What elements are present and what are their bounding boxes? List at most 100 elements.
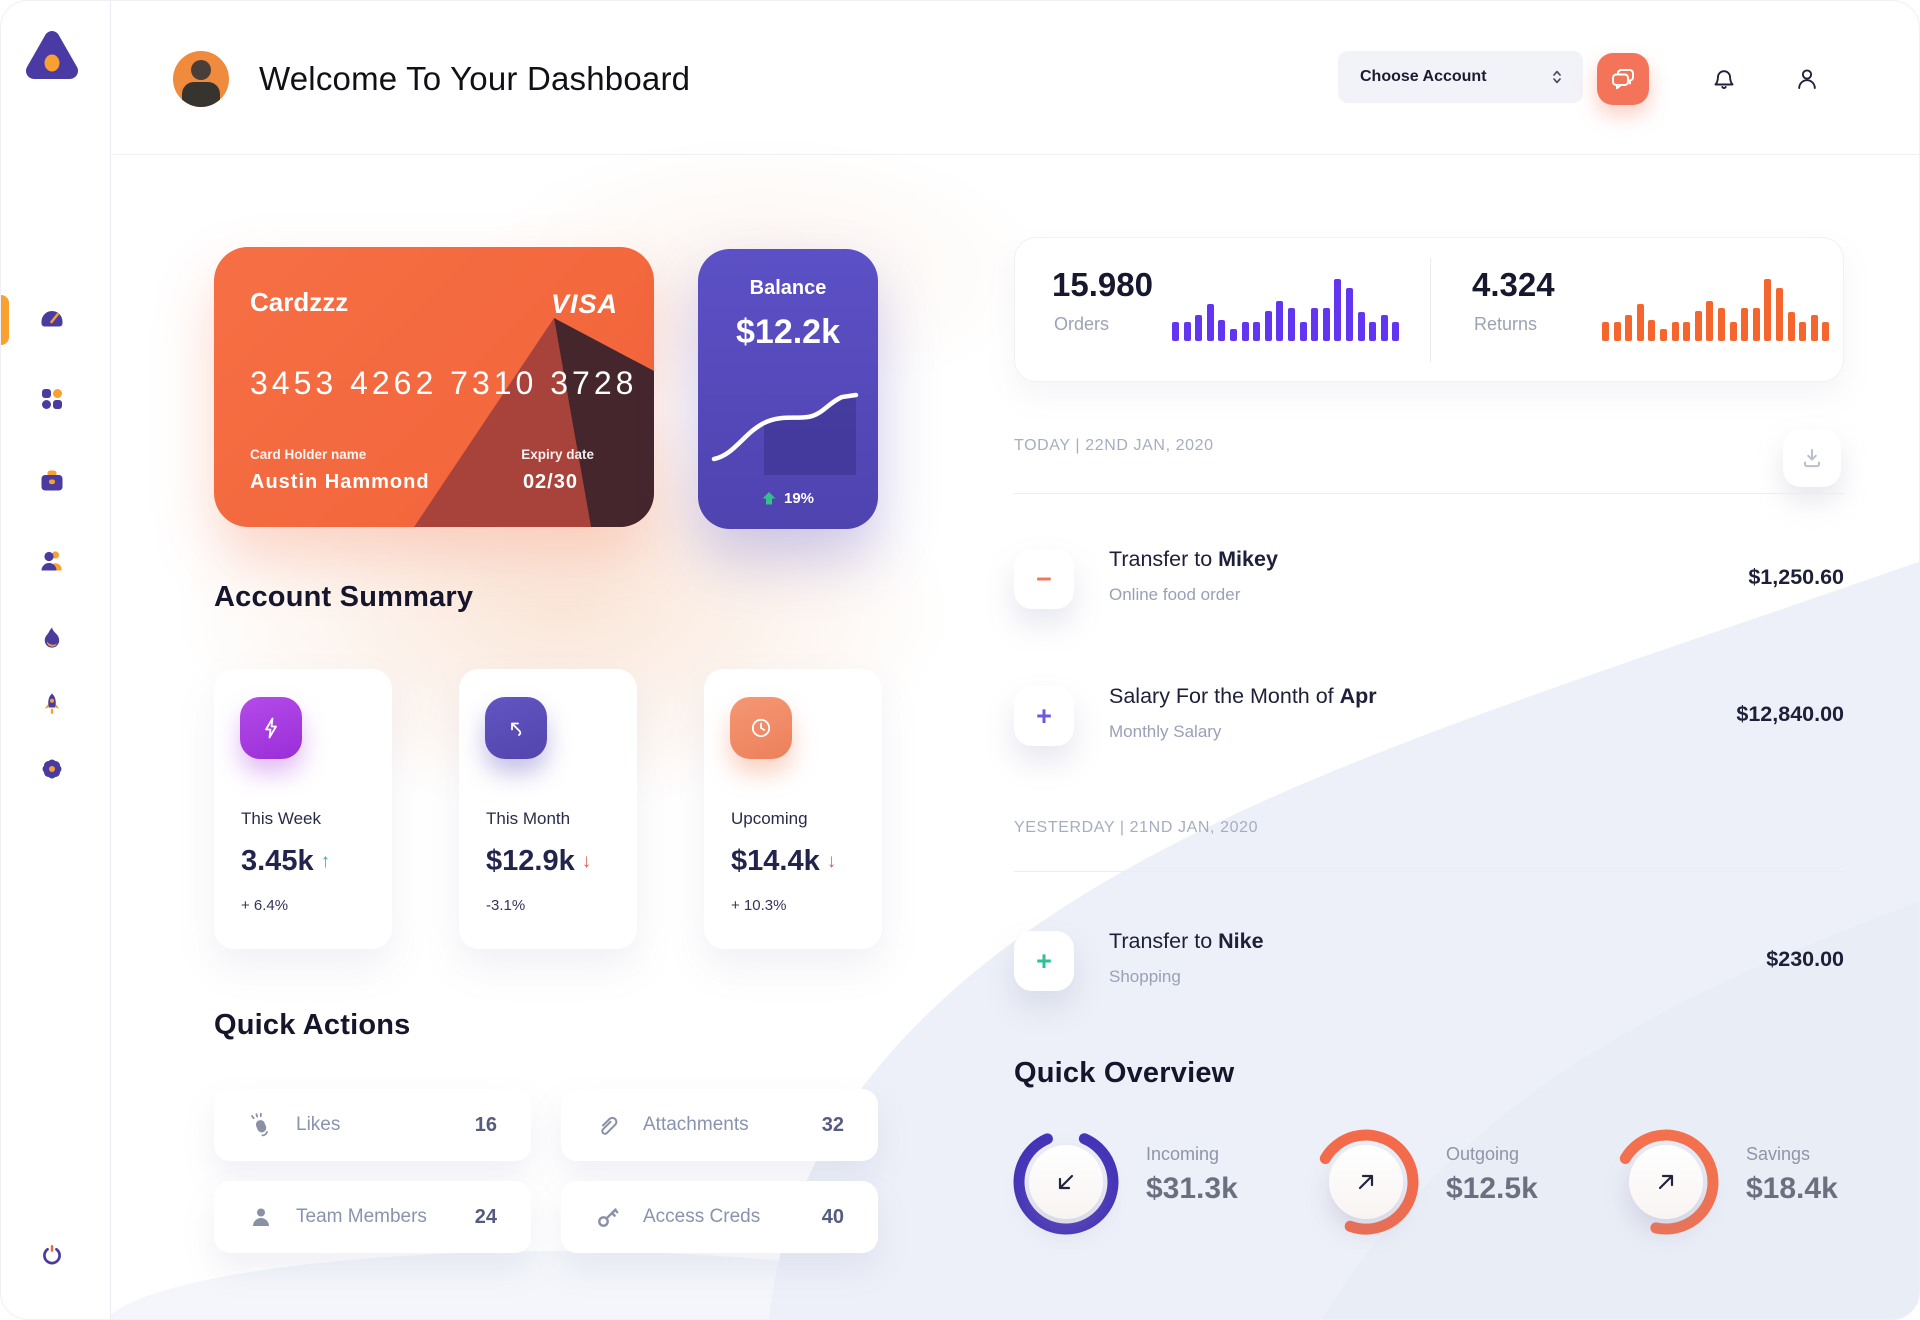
balance-sparkline [711, 392, 859, 475]
sidebar-item-trending[interactable] [38, 625, 66, 653]
account-selector[interactable]: Choose Account [1338, 51, 1583, 103]
trend-arrow-icon [511, 722, 522, 736]
profile-button[interactable] [1793, 65, 1821, 98]
settings-gear-icon [42, 759, 62, 779]
quick-action-count: 40 [821, 1205, 844, 1228]
summary-label: This Month [486, 809, 571, 828]
transaction-title: Transfer to Mikey [1109, 547, 1278, 571]
summary-card-this-month: This Month $12.9k ↓ -3.1% [459, 669, 637, 949]
flame-icon [44, 627, 60, 648]
savings-donut [1612, 1128, 1720, 1236]
trend-arrow-icon: ↑ [320, 850, 331, 872]
account-selector-label: Choose Account [1360, 68, 1487, 85]
transaction-title: Salary For the Month of Apr [1109, 684, 1377, 708]
returns-label: Returns [1474, 314, 1538, 334]
quick-action-likes[interactable]: Likes 16 [214, 1089, 531, 1161]
chat-bubbles-icon [1612, 69, 1634, 90]
sidebar-item-apps[interactable] [38, 385, 66, 413]
plus-icon: + [1036, 945, 1052, 976]
quick-action-access-creds[interactable]: Access Creds 40 [561, 1181, 878, 1253]
sidebar [1, 1, 111, 1319]
team-member-icon [253, 1208, 269, 1226]
summary-delta: -3.1% [486, 897, 526, 914]
quick-actions-heading: Quick Actions [214, 1009, 411, 1041]
quick-overview-heading: Quick Overview [1014, 1057, 1235, 1089]
arrow-down-left-icon [1058, 1174, 1074, 1190]
transaction-subtitle: Monthly Salary [1109, 722, 1222, 741]
quick-action-label: Access Creds [643, 1206, 761, 1227]
user-avatar[interactable] [173, 51, 229, 107]
clapping-hands-icon [251, 1112, 268, 1137]
transaction-amount: $230.00 [1766, 947, 1844, 971]
balance-label: Balance [749, 277, 827, 299]
transaction-row[interactable]: + Transfer to Nike Shopping $230.00 [1014, 921, 1844, 1001]
expiry-value: 02/30 [522, 471, 578, 493]
savings-value: $18.4k [1746, 1172, 1838, 1205]
sidebar-item-settings[interactable] [38, 755, 66, 783]
notifications-button[interactable] [1710, 65, 1738, 98]
card-number: 3453 4262 7310 3728 [250, 365, 638, 401]
incoming-label: Incoming [1146, 1144, 1220, 1164]
savings-label: Savings [1746, 1144, 1811, 1164]
outgoing-value: $12.5k [1446, 1172, 1538, 1205]
minus-icon: − [1036, 563, 1052, 594]
logout-button[interactable] [38, 1240, 66, 1268]
trend-arrow-icon: ↓ [826, 850, 837, 872]
clock-icon [751, 718, 771, 738]
quick-action-team-members[interactable]: Team Members 24 [214, 1181, 531, 1253]
sidebar-item-dashboard[interactable] [38, 303, 66, 331]
summary-value: 3.45k ↑ [241, 845, 331, 877]
credit-card: Cardzzz VISA 3453 4262 7310 3728 Card Ho… [214, 247, 654, 527]
power-icon [43, 1245, 61, 1265]
card-name: Cardzzz [250, 287, 349, 317]
incoming-value: $31.3k [1146, 1172, 1238, 1205]
users-icon [41, 551, 62, 571]
outgoing-label: Outgoing [1446, 1144, 1520, 1164]
summary-delta: + 6.4% [241, 897, 289, 914]
summary-value: $14.4k ↓ [731, 845, 837, 877]
messages-button[interactable] [1597, 53, 1649, 105]
orders-value: 15.980 [1052, 266, 1153, 303]
quick-action-count: 32 [821, 1113, 844, 1136]
returns-bar-chart [1602, 279, 1837, 341]
quick-action-attachments[interactable]: Attachments 32 [561, 1089, 878, 1161]
balance-card: Balance $12.2k 19% [698, 249, 878, 529]
download-icon [1804, 449, 1820, 468]
paperclip-icon [601, 1116, 618, 1135]
balance-value: $12.2k [736, 313, 840, 351]
briefcase-icon [41, 470, 63, 491]
transaction-row[interactable]: + Salary For the Month of Apr Monthly Sa… [1014, 676, 1844, 756]
card-holder-name: Austin Hammond [250, 471, 430, 493]
transaction-title: Transfer to Nike [1109, 929, 1264, 953]
section-divider [1014, 493, 1844, 494]
summary-value: $12.9k ↓ [486, 845, 592, 877]
summary-card-upcoming: Upcoming $14.4k ↓ + 10.3% [704, 669, 882, 949]
orders-label: Orders [1054, 314, 1110, 334]
summary-label: Upcoming [731, 809, 808, 828]
rocket-icon [44, 693, 60, 714]
sidebar-item-launch[interactable] [38, 691, 66, 719]
sidebar-item-team[interactable] [38, 547, 66, 575]
lightning-bolt-icon [265, 717, 277, 739]
summary-label: This Week [241, 809, 321, 828]
transaction-amount: $1,250.60 [1748, 565, 1844, 589]
date-group-today: TODAY | 22ND JAN, 2020 [1014, 437, 1214, 454]
plus-icon: + [1036, 700, 1052, 731]
date-group-yesterday: YESTERDAY | 21ND JAN, 2020 [1014, 819, 1259, 836]
account-summary-heading: Account Summary [214, 581, 474, 613]
quick-action-label: Team Members [296, 1206, 427, 1227]
summary-card-this-week: This Week 3.45k ↑ + 6.4% [214, 669, 392, 949]
expiry-label: Expiry date [521, 447, 594, 462]
transaction-amount: $12,840.00 [1736, 702, 1844, 726]
sidebar-item-portfolio[interactable] [38, 467, 66, 495]
transaction-subtitle: Online food order [1109, 585, 1241, 604]
transaction-row[interactable]: − Transfer to Mikey Online food order $1… [1014, 539, 1844, 619]
visa-logo: VISA [550, 289, 618, 319]
quick-action-label: Likes [296, 1114, 341, 1135]
arrow-up-right-icon [1358, 1174, 1374, 1190]
orders-bar-chart [1172, 279, 1407, 341]
download-statement-button[interactable] [1783, 429, 1841, 487]
balance-change: 19% [783, 490, 815, 507]
section-divider [1014, 871, 1844, 872]
